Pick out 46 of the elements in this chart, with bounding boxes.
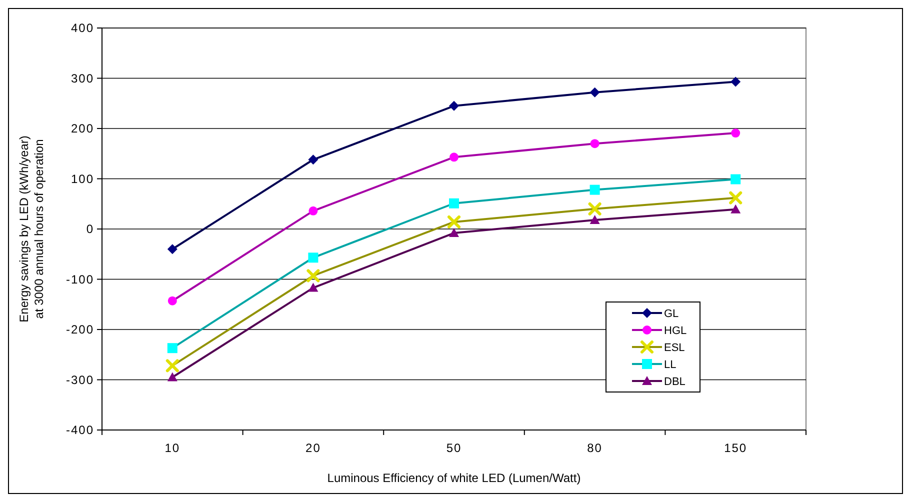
point	[590, 184, 600, 195]
point	[730, 174, 741, 184]
point	[167, 343, 178, 354]
point	[306, 269, 320, 282]
point	[729, 191, 742, 204]
x-tick-label: 10	[164, 441, 180, 455]
y-tick-label: -200	[66, 322, 94, 337]
point	[448, 215, 460, 228]
point	[731, 128, 740, 138]
y-tick-label: -300	[66, 372, 94, 387]
point	[449, 100, 459, 111]
legend-label: DBL	[664, 376, 686, 388]
legend-label: ESL	[664, 342, 685, 354]
point	[168, 296, 177, 306]
point	[308, 252, 318, 263]
legend-label: GL	[664, 308, 679, 320]
legend-label: HGL	[664, 324, 687, 337]
y-tick-label: 200	[70, 122, 94, 136]
point	[167, 244, 178, 254]
point	[730, 76, 741, 87]
x-axis-title: Luminous Efficiency of white LED (Lumen/Watt)	[327, 471, 581, 485]
point	[588, 202, 602, 216]
y-tick-label: -100	[66, 272, 94, 286]
y-tick-label: 0	[86, 222, 94, 236]
point	[308, 206, 318, 216]
point	[590, 139, 600, 148]
point	[308, 282, 318, 292]
point	[730, 204, 741, 214]
point	[308, 154, 318, 165]
point	[449, 198, 459, 208]
point	[590, 214, 600, 224]
point	[450, 152, 458, 162]
x-tick-label: 80	[587, 441, 602, 455]
y-tick-label: -400	[66, 423, 94, 438]
y-axis-title: Energy savings by LED (kWh/year) at 3000 annual hours of operation	[17, 136, 46, 322]
y-tick-label: 100	[70, 172, 94, 186]
x-tick-label: 20	[306, 441, 321, 455]
y-tick-label: 300	[70, 71, 94, 86]
x-tick-label: 150	[724, 441, 748, 455]
x-tick-label: 50	[446, 441, 462, 455]
point	[590, 87, 600, 98]
point	[449, 228, 459, 238]
point	[166, 359, 179, 372]
point	[167, 372, 178, 382]
legend-label: LL	[664, 358, 676, 371]
y-tick-label: 400	[70, 21, 94, 36]
